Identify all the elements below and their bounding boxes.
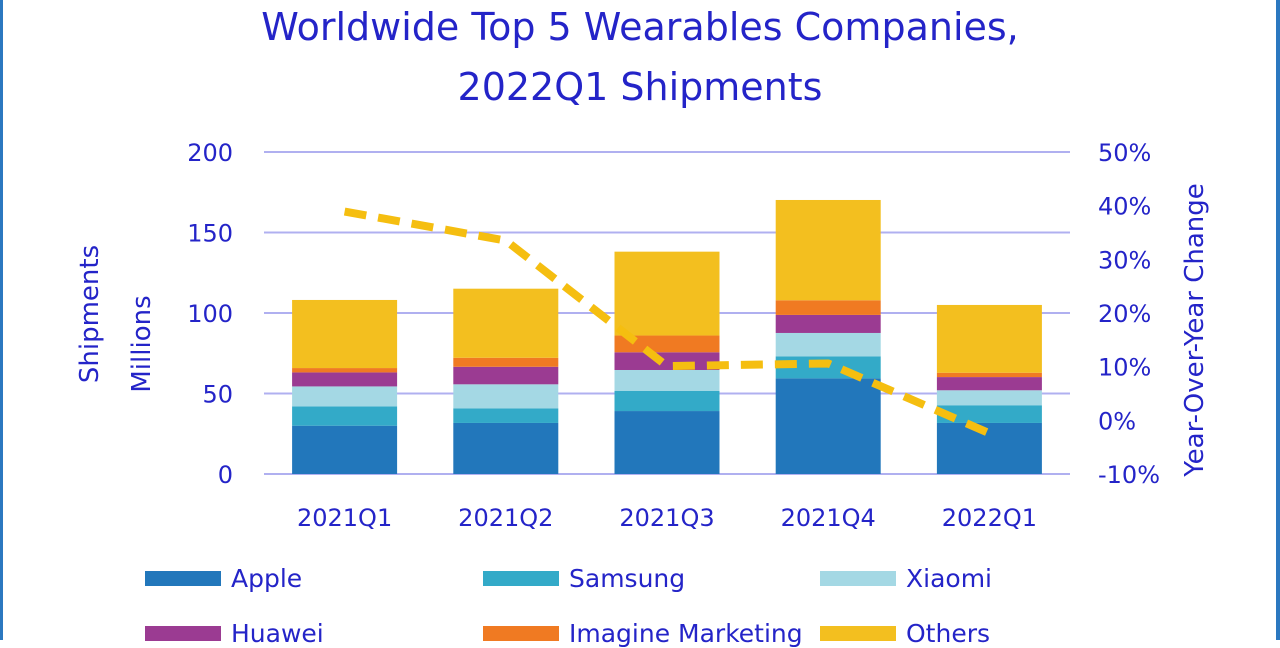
bar-segment-apple [614,411,720,474]
bar-segment-xiaomi [292,386,398,407]
bar-segment-samsung [614,390,720,412]
bar-segment-others [453,288,559,358]
bar-segment-huawei [453,366,559,385]
bar-segment-apple [936,422,1042,474]
y2-tick-label: 40% [1098,193,1151,221]
y-tick-label: 0 [218,461,233,489]
y2-tick-label: -10% [1098,461,1160,489]
legend-label: Huawei [231,618,324,648]
legend-swatch [820,625,896,641]
x-tick-label: 2021Q3 [619,504,714,532]
y2-tick-label: 50% [1098,139,1151,167]
legend-label: Others [906,618,991,648]
bar-segment-samsung [292,406,398,426]
legend-item: Others [820,618,990,648]
legend-item: Huawei [145,618,324,648]
y2-tick-label: 0% [1098,407,1136,435]
chart-title-line-1: Worldwide Top 5 Wearables Companies, [261,5,1019,49]
legend-item: Imagine Marketing [483,618,803,648]
y-axis-label-line-2: Millions [127,295,157,392]
legend-label: Imagine Marketing [569,618,803,648]
bar-segment-others [775,199,881,301]
bar-segment-others [292,299,398,369]
y2-tick-label: 30% [1098,246,1151,274]
bar-segment-imagine-marketing [775,300,881,315]
legend-label: Xiaomi [906,563,992,593]
bar-segment-samsung [936,405,1042,423]
legend-swatch [820,570,896,586]
legend-swatch [145,625,221,641]
bar-segment-apple [453,422,559,474]
frame-border-right [1276,0,1280,640]
legend-item: Xiaomi [820,563,992,593]
legend-label: Apple [231,563,303,593]
chart-title: Worldwide Top 5 Wearables Companies, 202… [0,0,1280,114]
y-tick-label: 50 [202,381,233,409]
bar-segment-others [936,304,1042,373]
x-tick-label: 2022Q1 [942,504,1037,532]
yoy-change-line [343,207,991,437]
y-tick-label: 100 [187,300,233,328]
legend-swatch [145,570,221,586]
x-tick-label: 2021Q2 [458,504,553,532]
bar-segment-imagine-marketing [614,335,720,353]
legend-item: Samsung [483,563,685,593]
y2-tick-label: 20% [1098,300,1151,328]
frame-border-left [0,0,3,640]
y2-axis-label: Year-Over-Year Change [1180,183,1210,478]
x-tick-label: 2021Q1 [297,504,392,532]
chart-title-line-2: 2022Q1 Shipments [457,65,823,109]
y-tick-label: 200 [187,139,233,167]
bar-segment-apple [775,378,881,474]
bar-segment-imagine-marketing [453,357,559,367]
y-axis-label-line-1: Shipments [75,245,105,383]
bar-segment-huawei [775,314,881,333]
legend-swatch [483,570,559,586]
bar-segment-imagine-marketing [936,372,1042,378]
bar-segment-samsung [453,408,559,423]
bar-segment-imagine-marketing [292,368,398,373]
bar-segment-others [614,251,720,336]
bar-segment-xiaomi [775,332,881,357]
bar-segment-xiaomi [614,369,720,391]
bar-segment-huawei [614,352,720,370]
bar-segment-huawei [936,377,1042,391]
bar-segment-xiaomi [453,384,559,409]
y-tick-label: 150 [187,220,233,248]
bar-segment-huawei [292,372,398,387]
legend-item: Apple [145,563,302,593]
legend-label: Samsung [569,563,686,593]
bar-segment-apple [292,425,398,474]
bar-segment-xiaomi [936,390,1042,406]
x-tick-label: 2021Q4 [781,504,876,532]
legend-swatch [483,625,559,641]
y2-tick-label: 10% [1098,354,1151,382]
